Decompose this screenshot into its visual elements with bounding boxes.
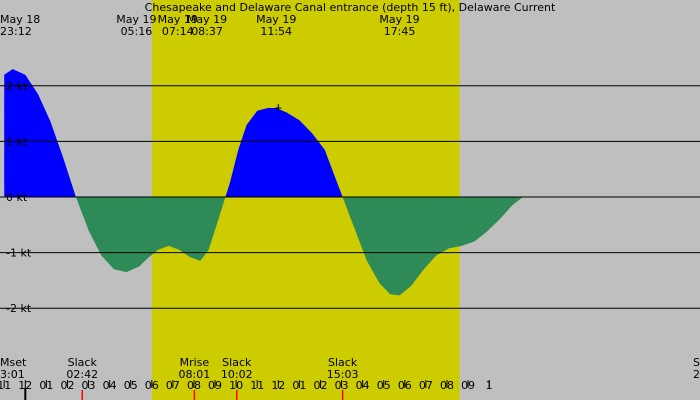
top-label-time: 07:14	[162, 25, 194, 38]
event-time: 02:42	[66, 368, 98, 381]
top-label-date: May 19	[116, 13, 156, 26]
top-label-date: May 19	[158, 13, 198, 26]
top-label-time: 05:16	[121, 25, 153, 38]
hour-tick-label: 1	[486, 379, 493, 392]
event-time: 15:03	[327, 368, 359, 381]
flood-current-area	[4, 69, 523, 197]
y-tick-label: -2 kt	[6, 302, 32, 315]
event-time: 08:01	[179, 368, 211, 381]
top-label-time: 17:45	[384, 25, 416, 38]
event-time: 10:02	[221, 368, 253, 381]
event-label: Mrise	[180, 356, 210, 369]
hour-tick-label: 03	[335, 379, 349, 392]
event-label: Slack	[222, 356, 252, 369]
hour-tick-label: 01	[292, 379, 306, 392]
ebb-current-area	[4, 197, 523, 296]
bottom-event-labels: Mset3:01Slack02:42Mrise08:01Slack10:02Sl…	[0, 356, 700, 381]
event-label: Mset	[0, 356, 27, 369]
flood-area-shape	[4, 69, 523, 197]
hour-tick-label: 08	[187, 379, 201, 392]
top-label-time: 08:37	[191, 25, 223, 38]
top-label-date: May 19	[256, 13, 296, 26]
hour-tick-label: 09	[461, 379, 475, 392]
hour-axis: 11 12 01 02 03 04 05 06 07 08 09 10 11 12 01 02 03 04 05 06…	[0, 379, 493, 400]
event-label: S	[693, 356, 700, 369]
top-label-date: May 19	[379, 13, 419, 26]
hour-tick-label: 05	[124, 379, 138, 392]
y-tick-labels: 2 kt 1 kt 0 kt -1 kt -2 kt	[6, 80, 32, 315]
event-time: 3:01	[0, 368, 25, 381]
y-tick-label: 1 kt	[6, 135, 28, 148]
hour-tick-label: 11	[0, 379, 11, 392]
hour-tick-label: 12	[271, 379, 285, 392]
hour-tick-label: 11	[250, 379, 264, 392]
event-label: Slack	[328, 356, 358, 369]
y-tick-label: -1 kt	[6, 247, 32, 260]
top-label-time: 11:54	[260, 25, 292, 38]
hour-tick-label: 02	[60, 379, 74, 392]
hour-tick-label: 01	[39, 379, 53, 392]
top-label-date: May 19	[187, 13, 227, 26]
event-label: Slack	[68, 356, 98, 369]
hour-tick-label: 06	[145, 379, 159, 392]
ebb-area-shape	[4, 197, 523, 296]
chart-title: Chesapeake and Delaware Canal entrance (…	[145, 1, 556, 14]
hour-tick-label: 04	[103, 379, 117, 392]
hour-tick-label: 07	[166, 379, 180, 392]
y-tick-label: 2 kt	[6, 80, 28, 93]
top-label-time: 23:12	[0, 25, 32, 38]
peak-marker	[275, 104, 282, 112]
hour-tick-label: 07	[419, 379, 433, 392]
hour-tick-label: 08	[440, 379, 454, 392]
hour-tick-label: 09	[208, 379, 222, 392]
hour-tick-label: 05	[377, 379, 391, 392]
hour-tick-label: 04	[356, 379, 370, 392]
hour-tick-label: 03	[82, 379, 96, 392]
event-time: 2	[693, 368, 700, 381]
y-gridlines	[0, 85, 700, 309]
hour-tick-label: 06	[398, 379, 412, 392]
hour-tick-label: 10	[229, 379, 243, 392]
y-tick-label: 0 kt	[6, 191, 28, 204]
hour-tick-label: 02	[313, 379, 327, 392]
hour-tick-label: 12	[18, 379, 32, 392]
top-label-date: May 18	[0, 13, 40, 26]
